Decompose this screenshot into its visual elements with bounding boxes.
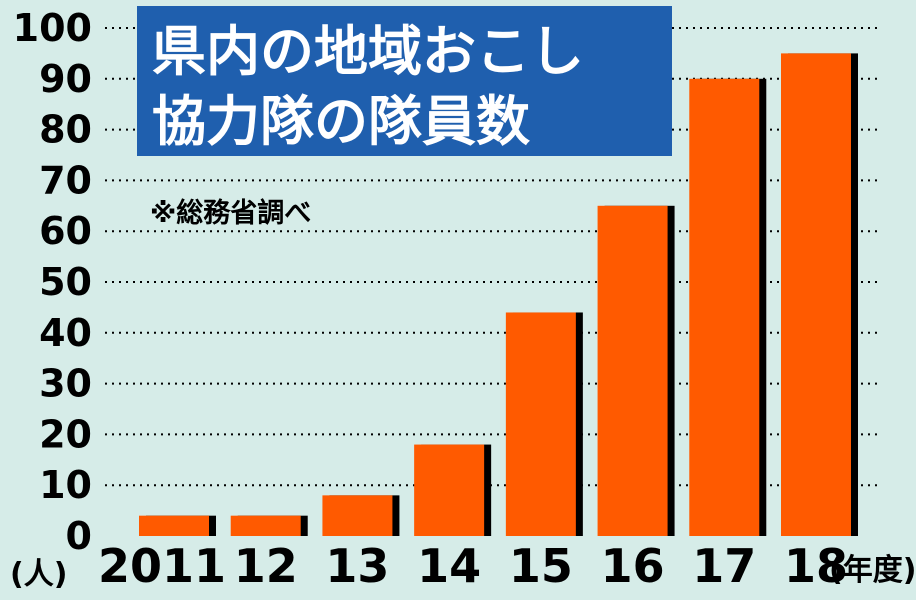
x-tick-label: 17 — [692, 539, 756, 593]
bar-16 — [597, 205, 668, 537]
bars — [139, 53, 858, 537]
x-tick-label: 18 — [784, 539, 848, 593]
bar-14 — [414, 444, 485, 536]
chart-title: 県内の地域おこし 協力隊の隊員数 — [137, 6, 672, 156]
y-tick-label: 50 — [39, 260, 92, 304]
y-tick-label: 80 — [39, 108, 92, 152]
x-tick-label: 13 — [325, 539, 389, 593]
bar-13 — [322, 495, 393, 536]
y-tick-label: 20 — [39, 412, 92, 456]
x-axis-ticks: 2011 12 13 14 15 16 17 18 — [98, 539, 848, 593]
y-tick-label: 0 — [66, 514, 92, 558]
x-tick-label: 12 — [234, 539, 298, 593]
y-tick-label: 40 — [39, 311, 92, 355]
y-tick-label: 70 — [39, 158, 92, 202]
bar-12 — [230, 515, 301, 536]
x-tick-label: 2011 — [98, 539, 226, 593]
y-tick-label: 10 — [39, 463, 92, 507]
title-line-2: 協力隊の隊員数 — [152, 90, 530, 153]
y-tick-label: 60 — [39, 209, 92, 253]
y-tick-label: 30 — [39, 362, 92, 406]
bar-17 — [689, 78, 760, 537]
y-axis-ticks: 0 10 20 30 40 50 60 70 80 90 100 — [13, 6, 92, 558]
y-tick-label: 90 — [39, 57, 92, 101]
bar-2011 — [139, 515, 209, 536]
x-unit-label: (年度) — [829, 553, 916, 588]
bar-15 — [505, 312, 576, 536]
source-note: ※総務省調べ — [150, 197, 311, 229]
x-tick-label: 15 — [509, 539, 573, 593]
x-tick-label: 16 — [601, 539, 665, 593]
title-line-1: 県内の地域おこし — [152, 20, 584, 83]
y-tick-label: 100 — [13, 6, 92, 50]
x-tick-label: 14 — [417, 539, 481, 593]
title-box — [137, 6, 672, 156]
y-unit-label: (人) — [10, 557, 67, 592]
bar-18 — [781, 53, 851, 537]
